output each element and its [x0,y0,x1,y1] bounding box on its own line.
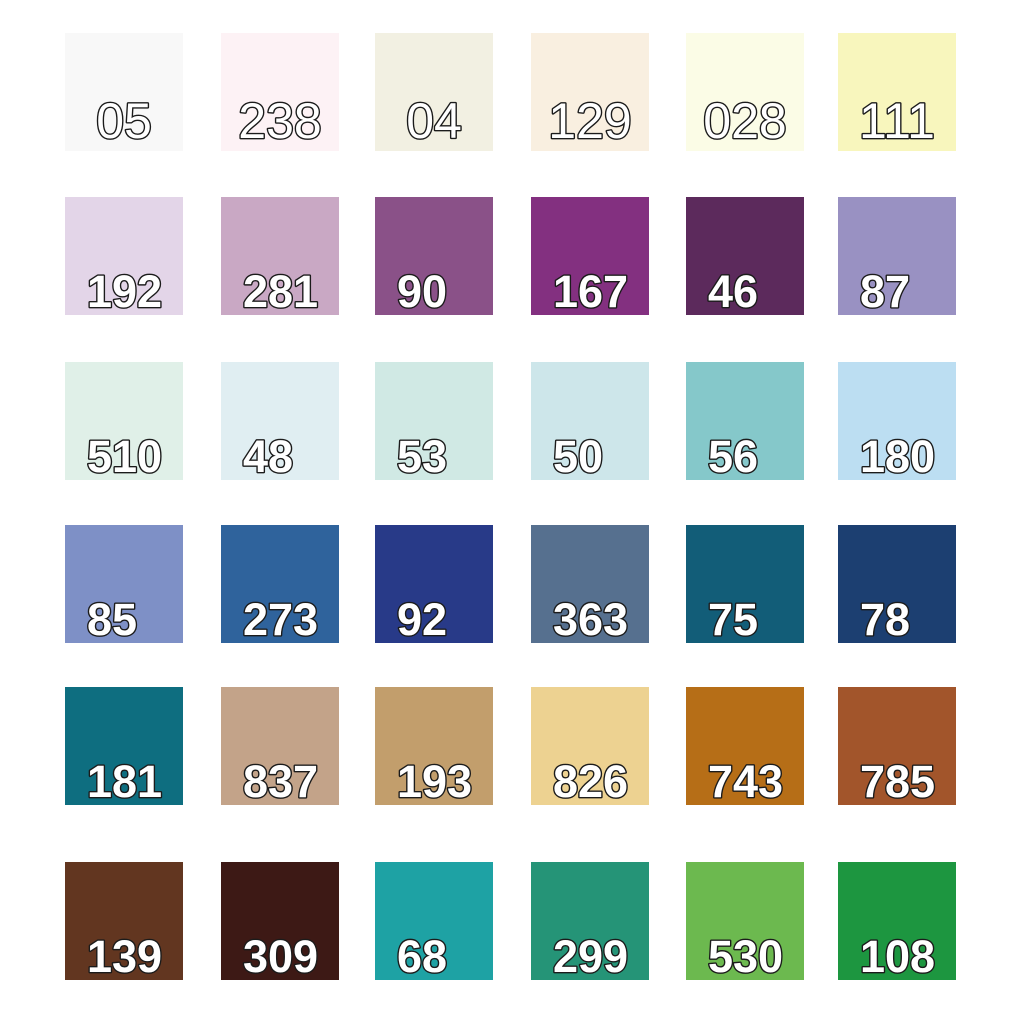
svg-text:167: 167 [553,266,628,315]
svg-text:743: 743 [708,756,783,805]
svg-text:56: 56 [708,431,758,480]
svg-text:85: 85 [87,594,137,643]
svg-text:68: 68 [397,931,447,980]
svg-text:46: 46 [708,266,758,315]
svg-text:181: 181 [87,756,162,805]
svg-text:05: 05 [96,93,152,149]
svg-text:90: 90 [397,266,447,315]
svg-text:139: 139 [87,931,162,980]
svg-text:53: 53 [397,431,447,480]
svg-text:281: 281 [243,266,318,315]
svg-text:510: 510 [87,431,162,480]
svg-text:111: 111 [859,93,935,149]
svg-text:92: 92 [397,594,447,643]
svg-text:87: 87 [860,266,910,315]
svg-text:180: 180 [860,431,935,480]
svg-text:309: 309 [243,931,318,980]
svg-text:48: 48 [243,431,293,480]
svg-text:826: 826 [553,756,628,805]
svg-text:363: 363 [553,594,628,643]
svg-text:78: 78 [860,594,910,643]
svg-text:75: 75 [708,594,758,643]
svg-text:04: 04 [406,93,462,149]
svg-text:192: 192 [87,266,162,315]
svg-text:238: 238 [238,93,321,149]
svg-text:50: 50 [553,431,603,480]
svg-text:785: 785 [860,756,935,805]
svg-text:193: 193 [397,756,472,805]
svg-text:530: 530 [708,931,783,980]
svg-text:273: 273 [243,594,318,643]
svg-text:108: 108 [860,931,935,980]
svg-text:837: 837 [243,756,318,805]
svg-text:299: 299 [553,931,628,980]
svg-text:028: 028 [703,93,786,149]
svg-text:129: 129 [548,93,631,149]
